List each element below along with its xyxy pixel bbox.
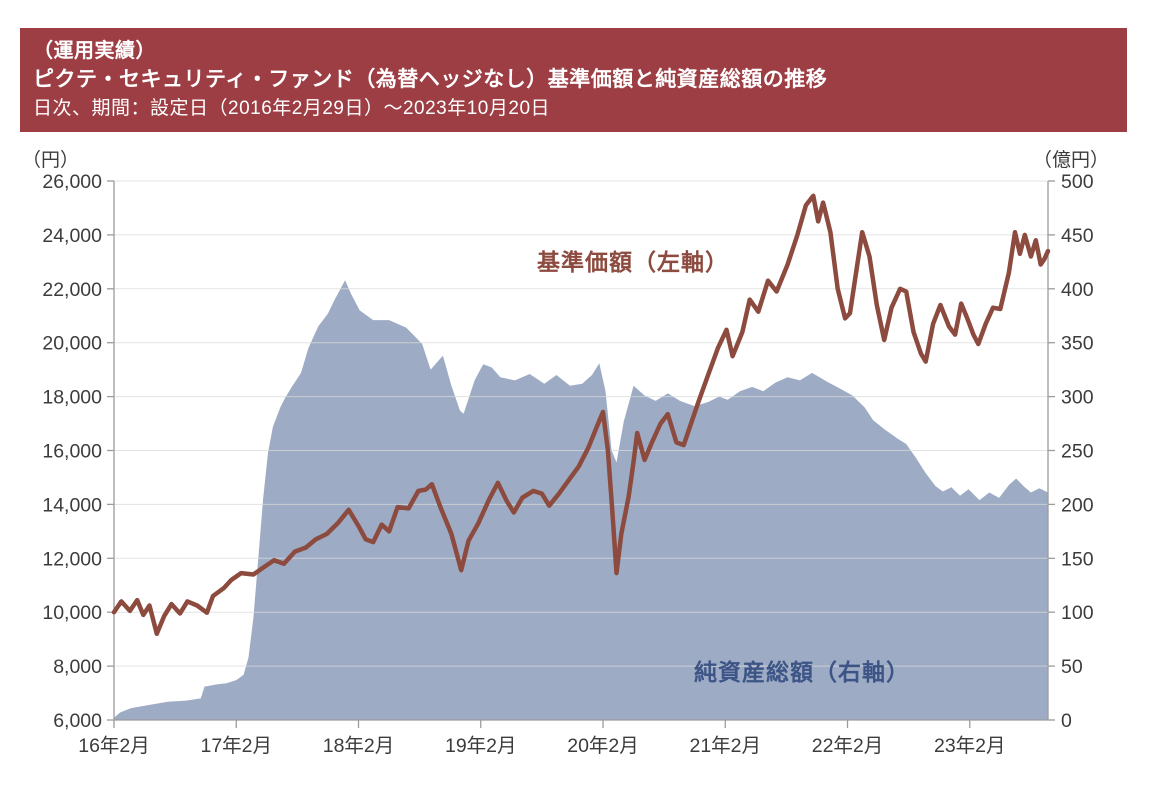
tick-label: 12,000: [42, 548, 102, 570]
tick-label: 400: [1061, 279, 1094, 301]
tick-label: 21年2月: [689, 735, 761, 757]
tick-label: 0: [1061, 710, 1072, 732]
tick-label: 16年2月: [78, 735, 150, 757]
tick-label: 16,000: [42, 441, 102, 463]
chart-title: ピクテ・セキュリティ・ファンド（為替ヘッジなし）基準価額と純資産総額の推移: [33, 68, 828, 91]
tick-label: 6,000: [53, 710, 102, 732]
tick-label: 23年2月: [934, 735, 1006, 757]
tick-label: 450: [1061, 225, 1094, 247]
tick-label: 100: [1061, 602, 1094, 624]
left-axis-unit: （円）: [22, 150, 80, 171]
tick-label: 250: [1061, 441, 1094, 463]
tick-label: 50: [1061, 656, 1083, 678]
header-banner: （運用実績） ピクテ・セキュリティ・ファンド（為替ヘッジなし）基準価額と純資産総…: [20, 28, 1127, 132]
tick-label: 22年2月: [812, 735, 884, 757]
tick-label: 350: [1061, 333, 1094, 355]
nav-line: [111, 193, 1051, 637]
tick-label: 300: [1061, 387, 1094, 409]
tick-label: 18年2月: [323, 735, 395, 757]
tick-label: 20年2月: [567, 735, 639, 757]
tick-label: 18,000: [42, 387, 102, 409]
tick-label: 200: [1061, 494, 1094, 516]
chart-period: 日次、期間：設定日（2016年2月29日）～2023年10月20日: [33, 98, 551, 119]
nav-series-label: 基準価額（左軸）: [537, 249, 729, 275]
tick-label: 10,000: [42, 602, 102, 624]
tick-label: 150: [1061, 548, 1094, 570]
tick-label: 19年2月: [445, 735, 517, 757]
tick-label: 14,000: [42, 494, 102, 516]
tick-label: 20,000: [42, 333, 102, 355]
tick-label: 8,000: [53, 656, 102, 678]
header-line-1: （運用実績）: [33, 40, 156, 62]
aum-area: [114, 280, 1048, 720]
tick-label: 17年2月: [200, 735, 272, 757]
tick-label: 500: [1061, 171, 1094, 193]
right-axis-unit: （億円）: [1033, 150, 1110, 171]
aum-series-label: 純資産総額（右軸）: [694, 659, 910, 685]
tick-label: 26,000: [42, 171, 102, 193]
tick-label: 22,000: [42, 279, 102, 301]
tick-label: 24,000: [42, 225, 102, 247]
